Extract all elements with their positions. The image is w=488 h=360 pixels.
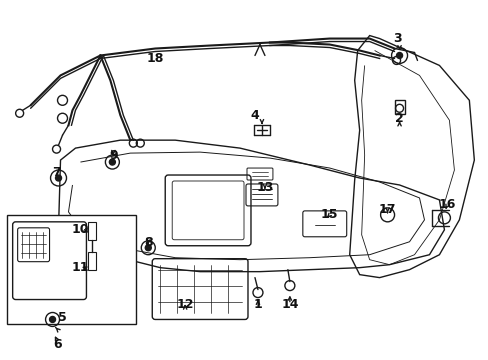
Bar: [394, 100, 404, 114]
Text: 6: 6: [53, 338, 61, 351]
Text: 7: 7: [52, 166, 61, 179]
Bar: [88, 252, 96, 270]
Text: 10: 10: [72, 223, 89, 236]
Text: 14: 14: [281, 298, 298, 311]
Circle shape: [56, 175, 61, 181]
Text: 1: 1: [253, 298, 262, 311]
Circle shape: [49, 316, 56, 323]
Text: 12: 12: [176, 298, 194, 311]
Text: 4: 4: [250, 109, 259, 122]
Text: 15: 15: [320, 208, 338, 221]
Text: 3: 3: [392, 32, 401, 45]
Text: 8: 8: [143, 236, 152, 249]
Text: 17: 17: [378, 203, 396, 216]
Text: 18: 18: [146, 52, 163, 65]
Text: 13: 13: [256, 181, 273, 194]
Text: 16: 16: [438, 198, 455, 211]
Text: 2: 2: [394, 112, 403, 125]
Text: 9: 9: [109, 149, 118, 162]
Bar: [7, 215, 136, 324]
Text: 5: 5: [58, 311, 67, 324]
Bar: [88, 222, 96, 240]
Circle shape: [145, 245, 151, 251]
Text: 11: 11: [72, 261, 89, 274]
Circle shape: [396, 53, 402, 58]
Circle shape: [109, 159, 115, 165]
